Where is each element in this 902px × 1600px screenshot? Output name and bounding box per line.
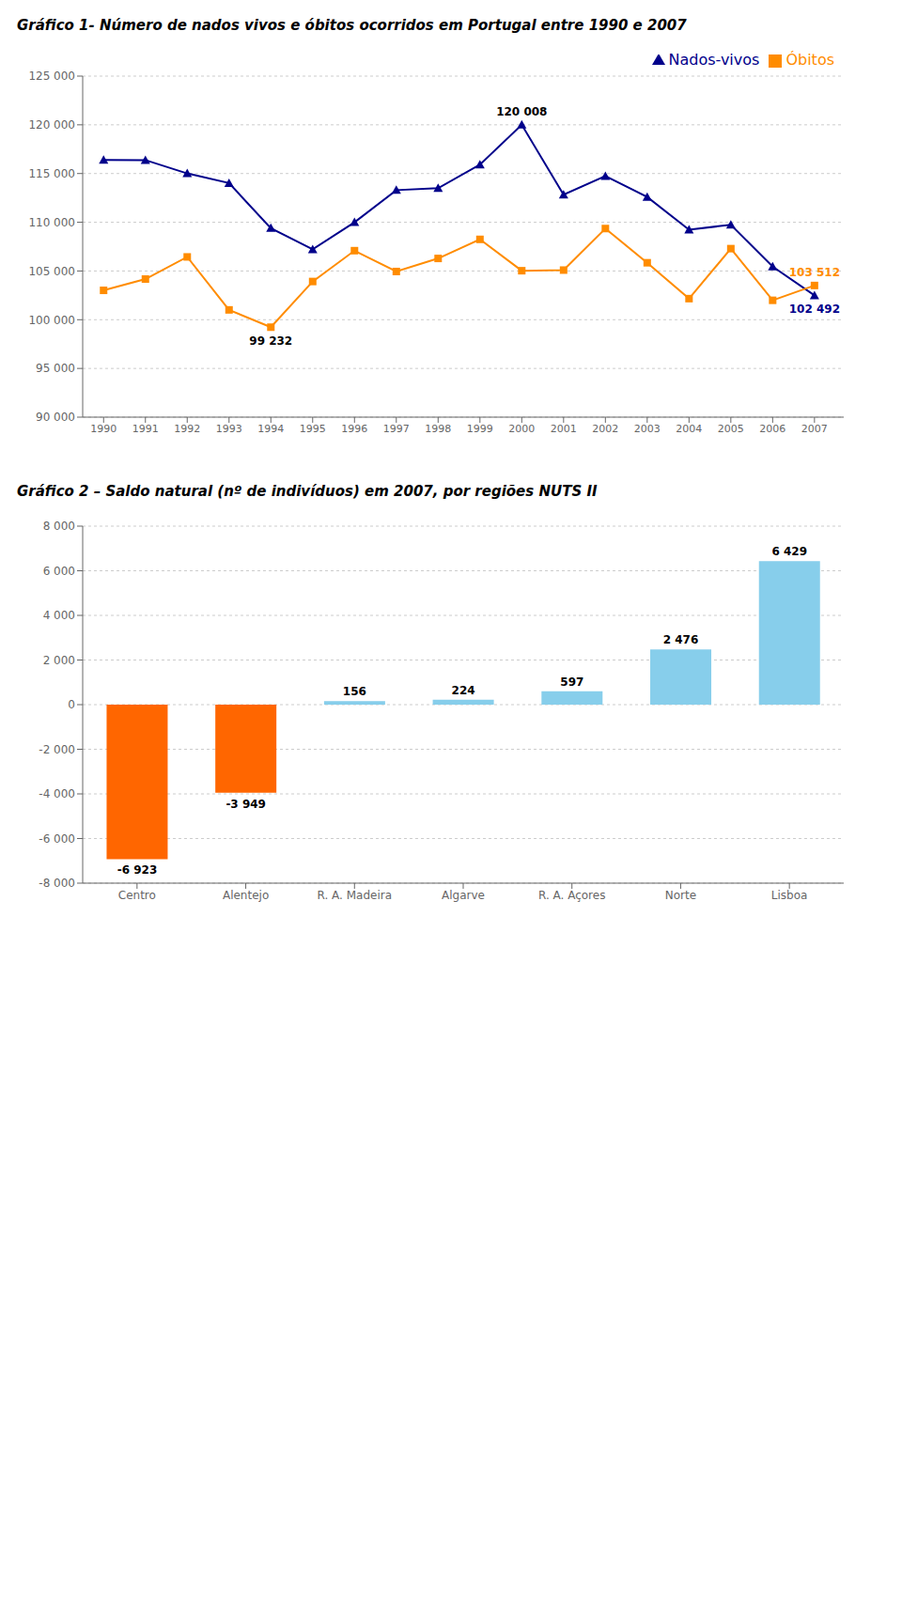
svg-text:120 008: 120 008 bbox=[496, 105, 547, 119]
svg-text:115 000: 115 000 bbox=[28, 167, 76, 181]
svg-text:2 000: 2 000 bbox=[43, 653, 76, 668]
svg-text:110 000: 110 000 bbox=[28, 216, 76, 230]
svg-text:2001: 2001 bbox=[550, 422, 577, 436]
svg-text:1996: 1996 bbox=[341, 422, 368, 436]
svg-text:Algarve: Algarve bbox=[441, 888, 485, 902]
svg-text:1990: 1990 bbox=[90, 422, 117, 436]
svg-text:224: 224 bbox=[451, 684, 476, 698]
svg-text:1994: 1994 bbox=[257, 422, 284, 436]
svg-text:1992: 1992 bbox=[173, 422, 201, 436]
svg-text:95 000: 95 000 bbox=[35, 361, 76, 375]
html-text:Nados-vivos: Nados-vivos bbox=[668, 50, 760, 69]
svg-text:1993: 1993 bbox=[216, 422, 243, 436]
svg-text:120 000: 120 000 bbox=[28, 118, 76, 132]
svg-text:1995: 1995 bbox=[299, 422, 327, 436]
svg-text:-2 000: -2 000 bbox=[38, 743, 76, 757]
svg-text:90 000: 90 000 bbox=[35, 410, 76, 424]
svg-text:-8 000: -8 000 bbox=[38, 876, 76, 890]
svg-text:1991: 1991 bbox=[132, 422, 159, 436]
svg-text:2005: 2005 bbox=[717, 422, 745, 436]
svg-text:Alentejo: Alentejo bbox=[222, 888, 269, 902]
svg-text:156: 156 bbox=[342, 684, 367, 699]
svg-text:-6 923: -6 923 bbox=[117, 863, 158, 877]
svg-text:2 476: 2 476 bbox=[663, 633, 700, 647]
svg-text:103 512: 103 512 bbox=[789, 265, 840, 280]
html-text:Gráfico 2 – Saldo natural (nº: Gráfico 2 – Saldo natural (nº de indivíd… bbox=[16, 482, 598, 500]
svg-text:R. A. Madeira: R. A. Madeira bbox=[317, 888, 393, 902]
svg-text:99 232: 99 232 bbox=[248, 334, 293, 348]
svg-text:2004: 2004 bbox=[675, 422, 702, 436]
svg-text:6 000: 6 000 bbox=[43, 564, 76, 578]
svg-text:1998: 1998 bbox=[424, 422, 451, 436]
svg-text:-6 000: -6 000 bbox=[38, 832, 76, 846]
svg-text:2007: 2007 bbox=[801, 422, 828, 436]
svg-text:Norte: Norte bbox=[665, 888, 697, 902]
svg-text:R. A. Açores: R. A. Açores bbox=[538, 888, 606, 902]
svg-text:1999: 1999 bbox=[466, 422, 494, 436]
svg-text:4 000: 4 000 bbox=[43, 608, 76, 623]
html-text:Gráfico 1- Número de nados viv: Gráfico 1- Número de nados vivos e óbito… bbox=[16, 16, 687, 34]
svg-text:6 429: 6 429 bbox=[771, 544, 808, 559]
svg-text:2002: 2002 bbox=[591, 422, 619, 436]
svg-text:125 000: 125 000 bbox=[28, 69, 76, 83]
svg-text:-3 949: -3 949 bbox=[225, 797, 266, 811]
svg-text:100 000: 100 000 bbox=[28, 313, 76, 327]
svg-text:Lisboa: Lisboa bbox=[771, 888, 809, 902]
svg-text:102 492: 102 492 bbox=[789, 302, 840, 316]
svg-text:597: 597 bbox=[559, 675, 584, 689]
svg-text:1997: 1997 bbox=[383, 422, 410, 436]
svg-text:2003: 2003 bbox=[634, 422, 661, 436]
svg-text:2000: 2000 bbox=[508, 422, 535, 436]
svg-text:8 000: 8 000 bbox=[43, 519, 76, 533]
html-text:Óbitos: Óbitos bbox=[785, 50, 835, 69]
svg-text:Centro: Centro bbox=[118, 888, 156, 902]
svg-text:2006: 2006 bbox=[759, 422, 786, 436]
svg-text:105 000: 105 000 bbox=[28, 264, 76, 279]
svg-text:-4 000: -4 000 bbox=[38, 787, 76, 801]
svg-text:0: 0 bbox=[67, 698, 76, 712]
